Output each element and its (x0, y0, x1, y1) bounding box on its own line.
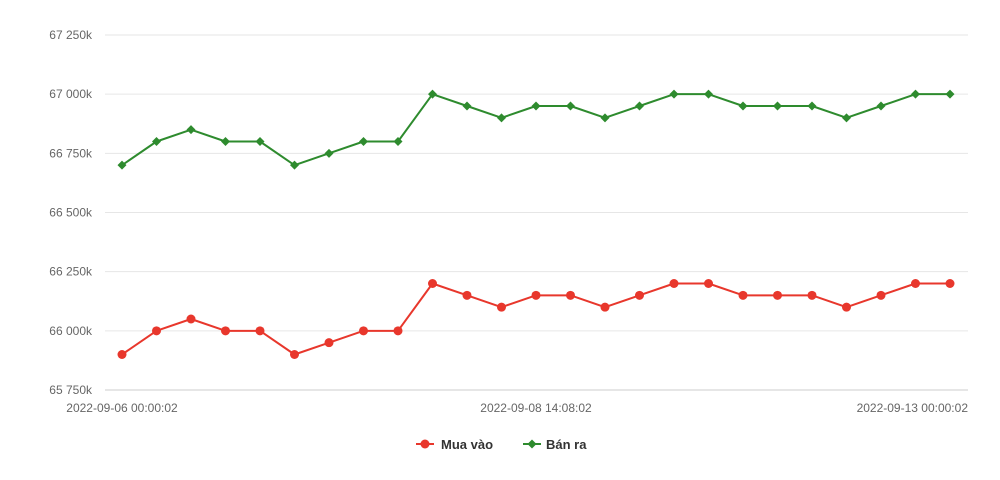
data-point[interactable] (738, 290, 748, 300)
data-point[interactable] (186, 125, 196, 135)
series-lines (117, 89, 955, 359)
data-point[interactable] (324, 338, 334, 348)
y-tick-label: 66 250k (49, 265, 93, 279)
data-point[interactable] (773, 290, 782, 300)
data-point[interactable] (152, 137, 161, 146)
y-tick-label: 65 750k (49, 383, 93, 397)
data-point[interactable] (462, 101, 472, 111)
data-point[interactable] (807, 101, 817, 111)
data-point[interactable] (255, 137, 265, 146)
x-tick-label: 2022-09-06 00:00:02 (66, 401, 178, 415)
data-point[interactable] (290, 350, 299, 359)
data-point[interactable] (359, 326, 368, 336)
data-point[interactable] (704, 279, 713, 288)
data-point[interactable] (669, 89, 679, 99)
legend-label: Bán ra (546, 437, 587, 452)
data-point[interactable] (393, 137, 403, 146)
data-point[interactable] (531, 290, 541, 300)
data-point[interactable] (117, 160, 127, 170)
data-point[interactable] (428, 89, 437, 99)
x-axis-tick-labels: 2022-09-06 00:00:02 2022-09-08 14:08:02 20… (66, 401, 968, 415)
series-mua-vao (117, 279, 955, 359)
legend-marker (527, 439, 537, 449)
legend-item-ban-ra[interactable]: Bán ra (523, 437, 587, 452)
data-point[interactable] (911, 279, 920, 288)
data-point[interactable] (807, 290, 817, 300)
data-point[interactable] (876, 290, 886, 300)
data-point[interactable] (290, 160, 299, 170)
data-point[interactable] (221, 137, 230, 146)
y-tick-label: 66 750k (49, 146, 93, 160)
legend-label: Mua vào (441, 437, 493, 452)
data-point[interactable] (911, 89, 920, 99)
data-point[interactable] (462, 290, 472, 300)
legend-item-mua-vao[interactable]: Mua vào (416, 437, 493, 452)
data-point[interactable] (566, 290, 575, 300)
data-point[interactable] (221, 326, 230, 336)
data-point[interactable] (152, 326, 161, 336)
y-tick-label: 66 500k (49, 206, 93, 220)
data-point[interactable] (738, 101, 748, 111)
legend-marker (420, 439, 430, 449)
data-point[interactable] (945, 279, 955, 288)
data-point[interactable] (773, 101, 782, 111)
x-tick-label: 2022-09-13 00:00:02 (857, 401, 969, 415)
data-point[interactable] (531, 101, 541, 111)
data-point[interactable] (600, 113, 610, 123)
data-point[interactable] (117, 350, 127, 359)
y-tick-label: 67 000k (49, 87, 93, 101)
y-tick-label: 67 250k (49, 28, 93, 42)
data-point[interactable] (497, 302, 506, 312)
data-point[interactable] (497, 113, 506, 123)
data-point[interactable] (359, 137, 368, 146)
x-tick-label: 2022-09-08 14:08:02 (480, 401, 592, 415)
data-point[interactable] (566, 101, 575, 111)
data-point[interactable] (600, 302, 610, 312)
data-point[interactable] (635, 290, 644, 300)
data-point[interactable] (255, 326, 265, 336)
y-axis-tick-labels: 65 750k 66 000k 66 250k 66 500k 66 750k 67 00… (49, 28, 93, 397)
data-point[interactable] (704, 89, 713, 99)
data-point[interactable] (324, 148, 334, 158)
series-ban-ra (117, 89, 955, 170)
data-point[interactable] (842, 302, 851, 312)
y-tick-label: 66 000k (49, 324, 93, 338)
data-point[interactable] (876, 101, 886, 111)
data-point[interactable] (635, 101, 644, 111)
data-point[interactable] (428, 279, 437, 288)
data-point[interactable] (945, 89, 955, 99)
data-point[interactable] (842, 113, 851, 123)
data-point[interactable] (186, 314, 196, 324)
data-point[interactable] (669, 279, 679, 288)
data-point[interactable] (393, 326, 403, 336)
legend: Mua vào Bán ra (416, 437, 587, 452)
grid-lines (105, 34, 968, 391)
